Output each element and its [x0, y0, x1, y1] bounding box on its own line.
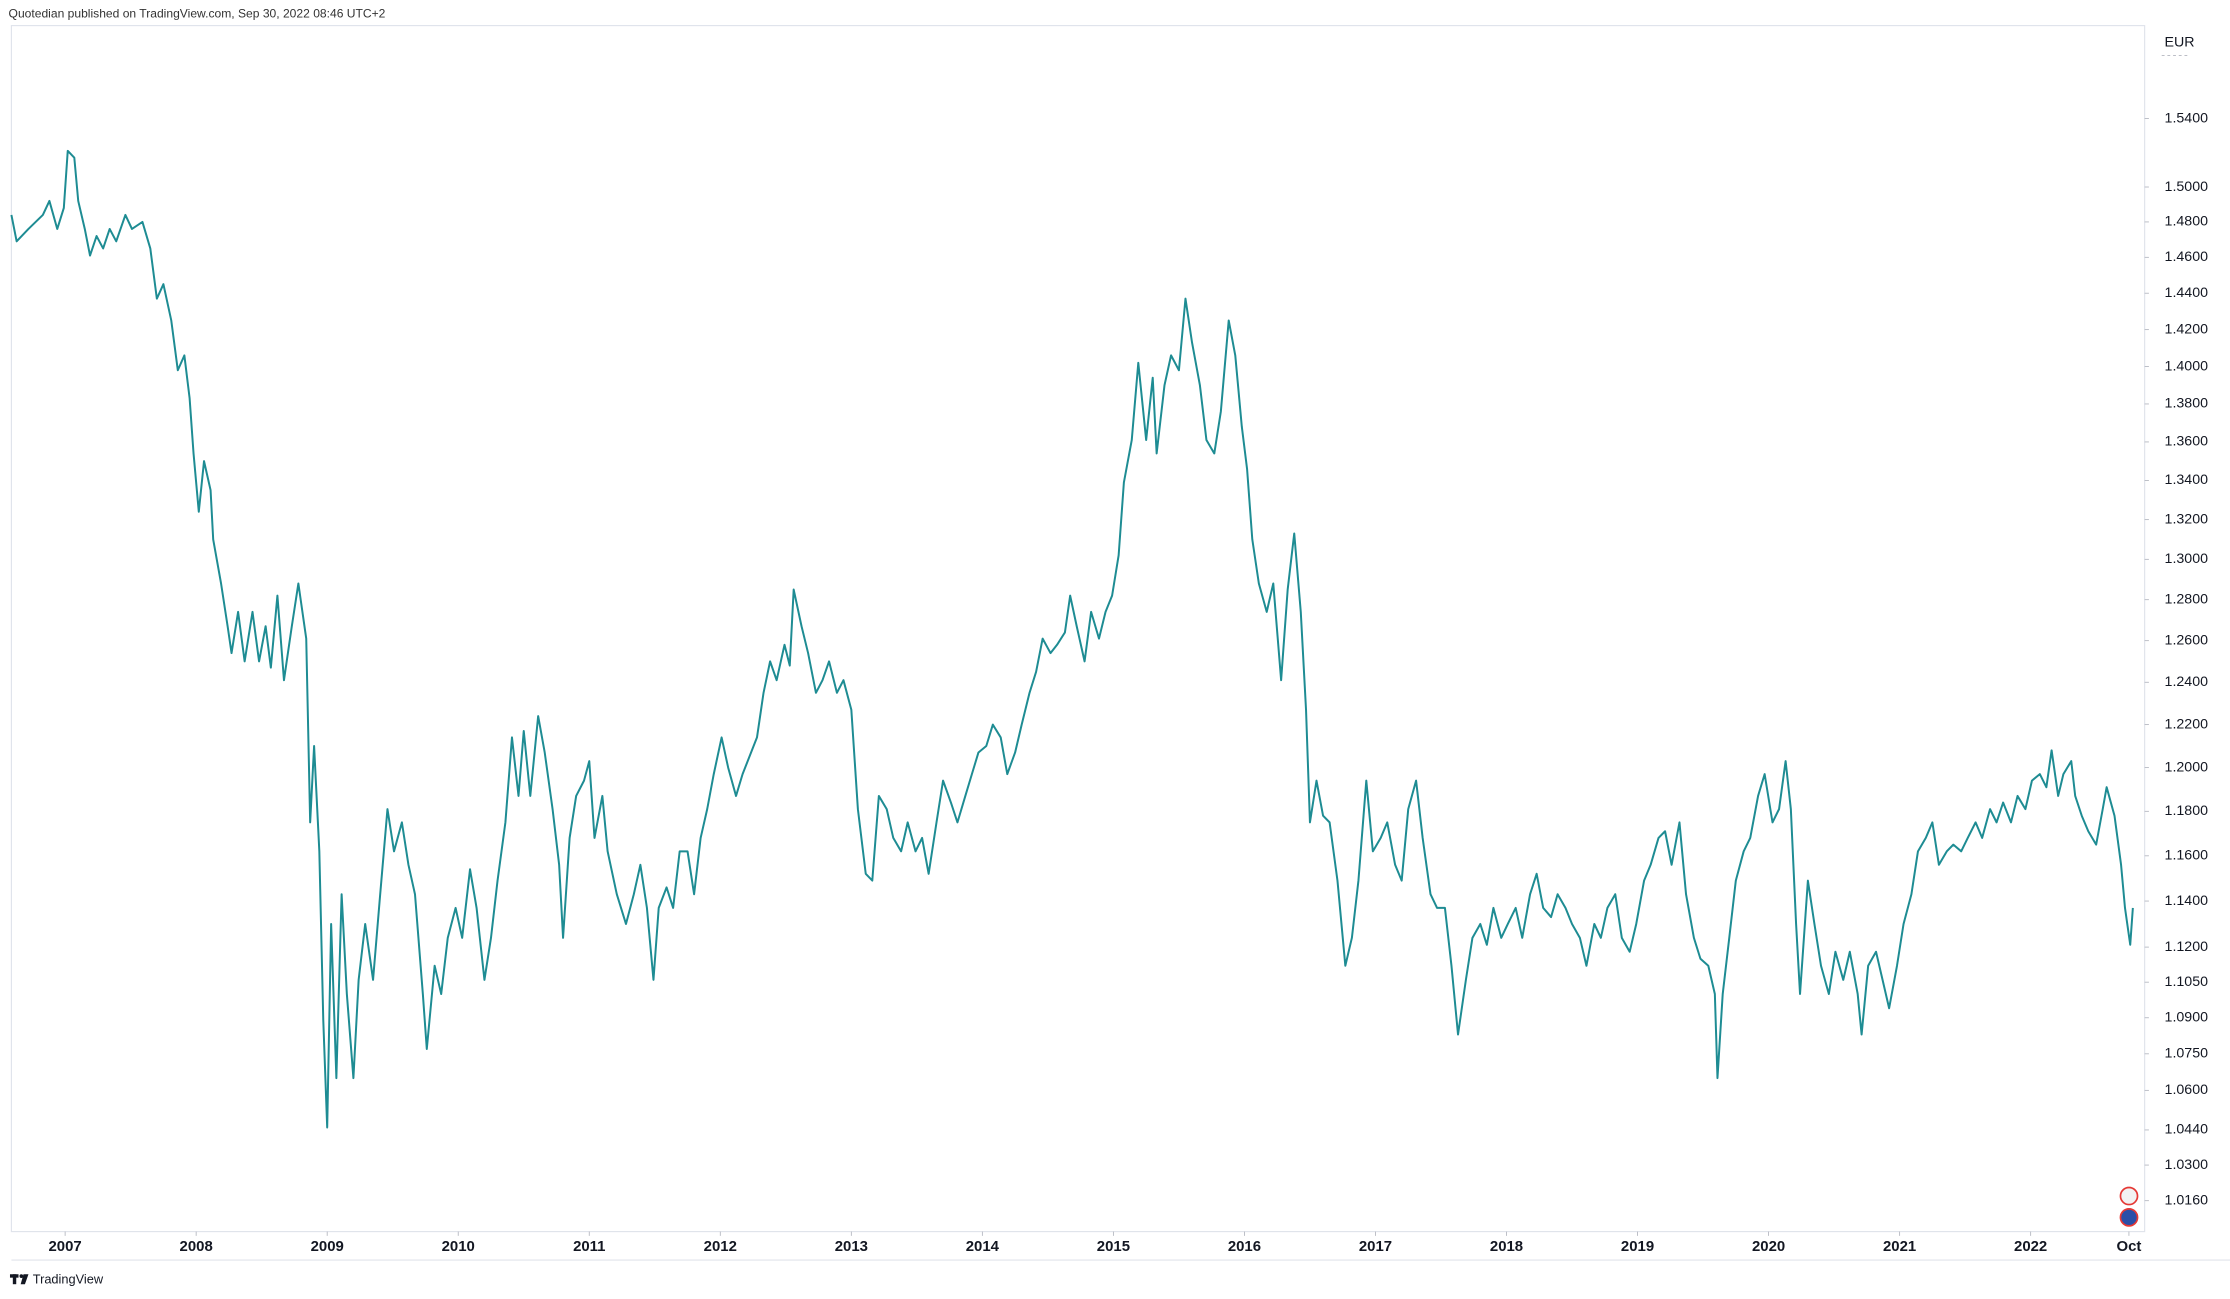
plot-frame [10, 25, 2146, 1233]
y-tick-label: 1.2000 [2165, 759, 2209, 775]
y-tick-label: 1.4800 [2165, 214, 2209, 230]
y-tick-label: 1.2600 [2165, 632, 2209, 648]
x-tick-label: 2017 [1359, 1238, 1392, 1255]
y-tick-label: 1.0600 [2165, 1082, 2209, 1098]
y-tick-label: 1.1200 [2165, 939, 2209, 955]
y-tick-label: 1.5000 [2165, 179, 2209, 195]
y-tick-label: 1.2200 [2165, 716, 2209, 732]
y-tick-label: 1.3600 [2165, 434, 2209, 450]
x-tick-label: 2016 [1228, 1238, 1261, 1255]
event-icons [2119, 1186, 2139, 1227]
price-line [10, 149, 2134, 1129]
currency-label: EUR [2165, 34, 2195, 50]
x-tick-label: 2015 [1097, 1238, 1130, 1255]
y-tick-label: 1.0160 [2165, 1192, 2209, 1208]
y-tick-label: 1.4200 [2165, 321, 2209, 337]
y-tick-label: 1.4600 [2165, 249, 2209, 265]
x-tick-label: 2018 [1490, 1238, 1523, 1255]
y-tick-label: 1.0900 [2165, 1010, 2209, 1026]
x-tick-label: 2007 [49, 1238, 82, 1255]
y-tick-label: 1.3800 [2165, 396, 2209, 412]
y-tick-label: 1.5400 [2165, 110, 2209, 126]
x-tick-label: 2014 [966, 1238, 1000, 1255]
y-tick-label: 1.2800 [2165, 591, 2209, 607]
y-tick-label: 1.1800 [2165, 803, 2209, 819]
x-tick-label: Oct [2116, 1238, 2141, 1255]
x-tick-label: 2019 [1621, 1238, 1654, 1255]
y-tick-label: 1.4000 [2165, 358, 2209, 374]
y-tick-label: 1.4400 [2165, 285, 2209, 301]
x-tick-label: 2008 [180, 1238, 213, 1255]
y-tick-label: 1.1600 [2165, 848, 2209, 864]
y-tick-label: 1.3200 [2165, 511, 2209, 527]
x-tick-label: 2010 [442, 1238, 475, 1255]
y-tick-label: 1.0750 [2165, 1046, 2209, 1062]
x-tick-label: 2009 [311, 1238, 344, 1255]
y-tick-label: 1.3400 [2165, 472, 2209, 488]
y-tick-label: 1.1400 [2165, 893, 2209, 909]
x-tick-label: 2011 [573, 1238, 605, 1255]
y-tick-label: 1.2400 [2165, 674, 2209, 690]
x-tick-label: 2013 [835, 1238, 868, 1255]
x-tick-label: 2020 [1752, 1238, 1785, 1255]
footer-brand: TradingView [33, 1271, 104, 1286]
y-tick-label: 1.1050 [2165, 974, 2209, 990]
y-tick-label: 1.3000 [2165, 551, 2209, 567]
y-tick-label: 1.0300 [2165, 1157, 2209, 1173]
x-tick-label: 2021 [1883, 1238, 1916, 1255]
y-tick-label: 1.0440 [2165, 1122, 2209, 1138]
x-tick-label: 2022 [2014, 1238, 2047, 1255]
tradingview-logo [9, 1274, 29, 1285]
x-tick-label: 2012 [704, 1238, 737, 1255]
publish-header: Quotedian published on TradingView.com, … [9, 6, 386, 20]
